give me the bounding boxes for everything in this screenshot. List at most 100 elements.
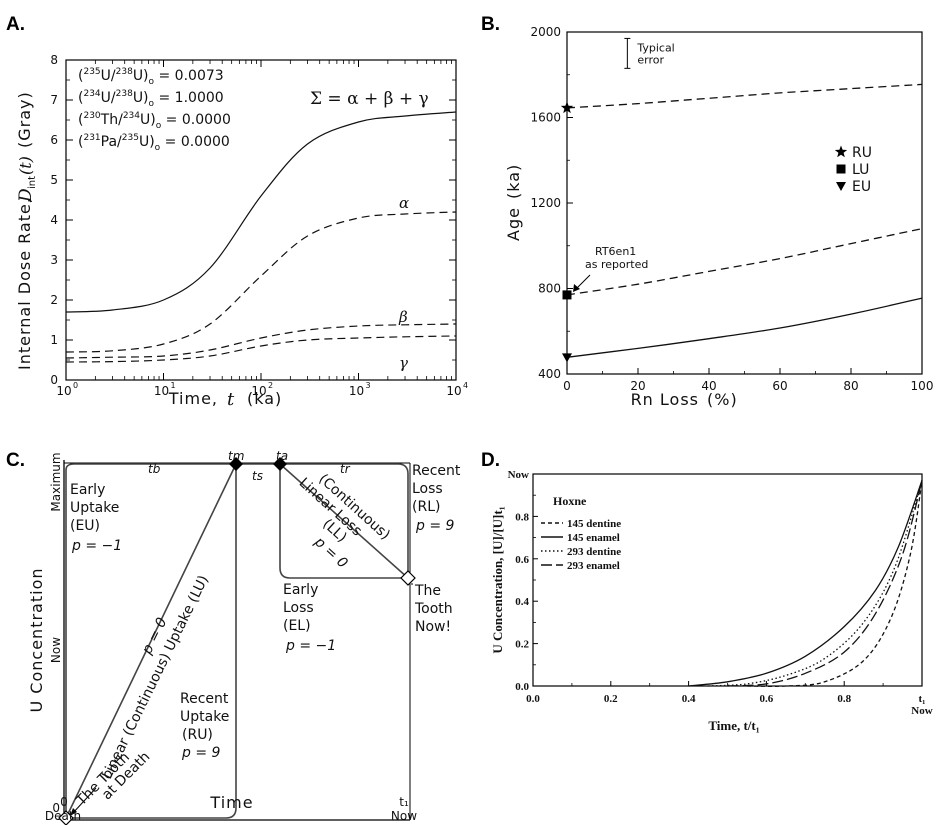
panel-a-ratio-list: (235U/238U)o = 0.0073(234U/238U)o = 1.00… xyxy=(78,67,231,153)
panel-c-axes xyxy=(63,460,411,821)
panel-d-legend-label: 293 enamel xyxy=(567,560,620,572)
svg-text:(RU): (RU) xyxy=(182,727,213,743)
panel-c-tr: tr xyxy=(340,462,351,476)
panel-b-series-EU xyxy=(566,297,923,358)
panel-c-death-marker xyxy=(58,810,74,825)
panel-b-xtick-label: 100 xyxy=(911,379,934,393)
panel-a-ytick-label: 5 xyxy=(50,173,58,187)
svg-text:Tooth: Tooth xyxy=(414,601,453,617)
panel-d-ylabel: U Concentration, [U]/[U]t₁ xyxy=(490,506,505,653)
panel-b-point-LU xyxy=(562,290,572,300)
panel-d-xtick-label: 0.0 xyxy=(526,693,540,705)
panel-d-legend: Hoxne 145 dentine 145 enamel 293 dentine 293… xyxy=(541,494,621,572)
panel-a-ytick-label: 4 xyxy=(50,213,58,227)
panel-c-top-labels: tb tm ta tr ts xyxy=(148,449,351,483)
panel-a-xtick-label: 10 xyxy=(349,384,364,398)
panel-c-lu-line xyxy=(65,463,237,819)
svg-text:Recent: Recent xyxy=(412,463,461,479)
panel-c-ytick-0: 0 xyxy=(52,801,60,815)
svg-text:Early: Early xyxy=(283,582,318,598)
panel-c-xtick-0: 0 xyxy=(60,795,68,809)
panel-b-ytick-label: 1200 xyxy=(530,196,561,210)
panel-c-tm-marker xyxy=(229,457,243,471)
panel-a-xtick-exp: 0 xyxy=(73,381,78,390)
panel-a-series-β xyxy=(65,323,457,359)
panel-a-series-Σ xyxy=(65,111,457,313)
panel-a-xtick-exp: 1 xyxy=(171,381,176,390)
panel-c-eu-labels: Early Uptake (EU) p = −1 xyxy=(70,482,122,554)
panel-d-legend-title: Hoxne xyxy=(553,494,587,508)
svg-text:(EU): (EU) xyxy=(70,518,100,534)
panel-c-ylabel: U Concentration xyxy=(27,568,46,713)
panel-a-xtick-label: 10 xyxy=(154,384,169,398)
panel-b-legend-marker-LU xyxy=(836,164,846,174)
panel-c-ts: ts xyxy=(252,469,263,483)
panel-b-ytick-label: 1600 xyxy=(530,111,561,125)
panel-b-error-text: Typical xyxy=(636,41,674,54)
panel-a-ylabel-unit: (Gray) xyxy=(15,91,34,148)
panel-b-xtick-label: 0 xyxy=(563,379,571,393)
panel-a-xlabel-var: t xyxy=(227,389,235,410)
panel-a-ylabel-sub: int xyxy=(27,176,38,189)
panel-b-ytick-label: 400 xyxy=(538,367,561,381)
panel-c-ytick-now: Now xyxy=(49,637,63,663)
panel-d-ytick-label: 0.4 xyxy=(515,596,529,608)
panel-a-label-β: β xyxy=(398,308,408,326)
svg-text:p = −1: p = −1 xyxy=(71,538,122,554)
panel-a-xtick-label: 10 xyxy=(251,384,266,398)
panel-b-point-EU xyxy=(562,353,572,363)
svg-text:p = 9: p = 9 xyxy=(181,745,221,761)
panel-b-frame xyxy=(566,31,923,375)
panel-b: B. 0 20 40 60 80 100 400 800 1200 1600 2000 RULUEU… xyxy=(481,14,933,409)
panel-b-reported-text: RT6en1 xyxy=(595,245,636,258)
panel-d-ytick-label: Now xyxy=(508,469,529,481)
panel-b-ticks: 0 20 40 60 80 100 400 800 1200 1600 2000 xyxy=(530,25,933,393)
panel-c-ru-labels: Recent Uptake (RU) p = 9 xyxy=(180,691,229,761)
panel-a-ylabel: Internal Dose Rate, xyxy=(15,197,34,370)
panel-a-label-α: α xyxy=(399,194,409,212)
panel-d-series-3 xyxy=(727,480,923,687)
panel-c-rl-labels: Recent Loss (RL) p = 9 xyxy=(412,463,461,534)
svg-text:p = 9: p = 9 xyxy=(415,518,455,534)
panel-d-ytick-label: 0.2 xyxy=(515,639,529,651)
svg-text:Loss: Loss xyxy=(283,600,314,616)
svg-text:Uptake: Uptake xyxy=(180,709,229,725)
panel-a-equation: Σ = α + β + γ xyxy=(310,89,429,109)
svg-text:Loss: Loss xyxy=(412,481,443,497)
panel-c-xtick-t1-sub: Now xyxy=(391,809,417,823)
panel-a-ytick-label: 7 xyxy=(50,93,58,107)
panel-b-series xyxy=(560,83,923,363)
svg-text:The: The xyxy=(414,583,441,599)
panel-b-xtick-label: 20 xyxy=(630,379,645,393)
panel-c-label: C. xyxy=(6,450,25,471)
panel-b-legend-label: EU xyxy=(852,179,871,195)
panel-c: C. xyxy=(6,449,461,825)
panel-a-ratio-1: (234U/238U)o = 1.0000 xyxy=(78,89,224,109)
panel-b-legend-marker-EU xyxy=(836,182,846,191)
panel-c-eu-curve xyxy=(65,463,236,818)
panel-a-label-γ: γ xyxy=(399,354,408,372)
panel-c-tooth-now: The Tooth Now! xyxy=(414,583,453,635)
panel-d-ytick-label: 0.6 xyxy=(515,554,529,566)
panel-d-series-1 xyxy=(688,480,923,687)
panel-a-ytick-label: 0 xyxy=(50,373,58,387)
panel-a-series-labels: α β γ xyxy=(398,194,409,372)
panel-a-xtick-label: 10 xyxy=(446,384,461,398)
panel-b-reported-arrowhead xyxy=(573,284,580,292)
svg-text:Now!: Now! xyxy=(415,619,451,635)
panel-a-xlabel-unit: (ka) xyxy=(247,389,282,408)
panel-b-reported-text: as reported xyxy=(585,258,648,271)
panel-c-ll-line xyxy=(279,463,409,579)
panel-c-ta-marker xyxy=(273,457,287,471)
panel-a-series-α xyxy=(65,211,457,353)
panel-c-xlabel: Time xyxy=(209,793,253,812)
panel-d: D. 0.0 0.2 0.4 0.6 0.8 t₁Now0.00.20.40.60.8No… xyxy=(481,450,933,733)
panel-d-frame xyxy=(532,473,923,687)
panel-c-xtick-0-sub: Death xyxy=(45,809,81,823)
panel-c-ytick-max: Maximum xyxy=(49,452,63,511)
svg-text:p = −1: p = −1 xyxy=(285,638,336,654)
